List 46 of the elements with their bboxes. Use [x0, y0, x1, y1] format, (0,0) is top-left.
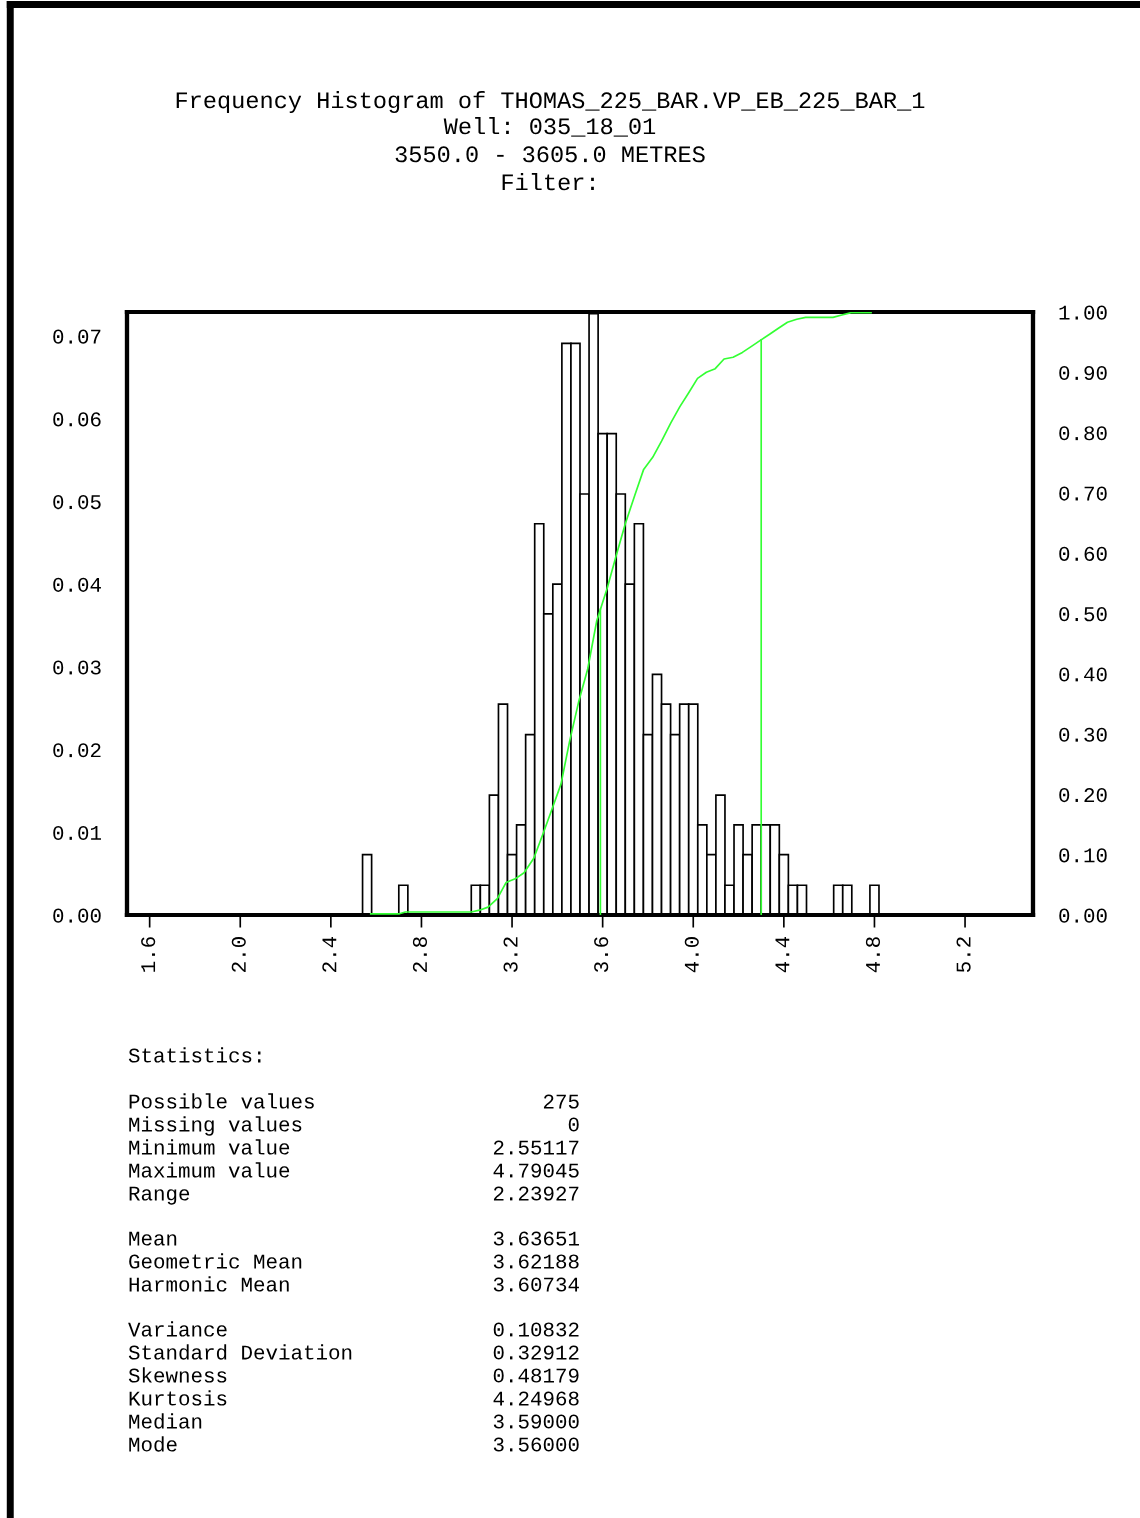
text: Variance 0.10832: [128, 1321, 579, 1337]
text: Maximum value 4.79045: [129, 1162, 579, 1178]
y2-tick-label: 0.30: [1059, 727, 1107, 742]
y-tick-label: 0.03: [53, 660, 101, 675]
y2-tick-label: 0.80: [1059, 426, 1107, 441]
text: Standard Deviation 0.32912: [128, 1344, 579, 1360]
y2-tick-label: 0.90: [1059, 365, 1107, 381]
y-tick-label: 0.05: [53, 495, 101, 510]
text: Missing values 0: [129, 1116, 579, 1136]
x-tick-label: 5.2: [956, 937, 971, 973]
x-tick-label: 3.2: [503, 937, 518, 973]
x-tick-label: 4.8: [865, 937, 881, 973]
y-tick-label: 0.07: [53, 329, 101, 344]
chart-subtitle: Well: 035_18_01 3550.0 - 3605.0 METRES Filter:: [395, 117, 705, 191]
x-tick-label: 4.0: [684, 937, 699, 973]
text: Statistics:: [128, 1047, 261, 1063]
y-tick-label: 0.01: [53, 825, 101, 841]
text: Kurtosis 4.24968: [129, 1390, 579, 1406]
text: Possible values 275: [129, 1093, 579, 1109]
text: Mean 3.63651: [129, 1231, 579, 1246]
text: Median 3.59000: [129, 1413, 579, 1429]
x-tick-label: 2.0: [231, 937, 246, 972]
chart-title: Frequency Histogram of THOMAS_225_BAR.VP_EB_225_BAR_1: [176, 91, 925, 114]
y2-tick-label: 0.40: [1059, 667, 1107, 682]
y2-tick-label: 0.10: [1059, 848, 1107, 863]
x-tick-label: 4.4: [775, 936, 790, 973]
x-tick-label: 2.4: [322, 936, 337, 972]
y-tick-label: 0.04: [53, 577, 101, 592]
x-tick-label: 2.8: [412, 937, 428, 972]
text: Skewness 0.48179: [128, 1367, 579, 1383]
y2-tick-label: 0.50: [1059, 607, 1107, 622]
text: Range 2.23927: [129, 1186, 579, 1205]
y-tick-label: 0.00: [53, 908, 101, 923]
y2-tick-label: 0.60: [1059, 546, 1107, 561]
y-tick-label: 0.02: [53, 743, 101, 758]
text: Minimum value 2.55117: [129, 1139, 579, 1155]
y2-tick-label: 0.20: [1059, 788, 1107, 803]
text: Mode 3.56000: [129, 1436, 579, 1452]
y2-tick-label: 0.70: [1059, 486, 1107, 501]
x-tick-label: 1.6: [141, 937, 156, 972]
text: Geometric Mean 3.62188: [129, 1253, 579, 1269]
y2-tick-label: 1.00: [1059, 305, 1107, 320]
y-tick-label: 0.06: [53, 412, 101, 427]
y2-tick-label: 0.00: [1059, 908, 1107, 923]
x-tick-label: 3.6: [594, 937, 609, 973]
text: Harmonic Mean 3.60734: [129, 1276, 579, 1292]
